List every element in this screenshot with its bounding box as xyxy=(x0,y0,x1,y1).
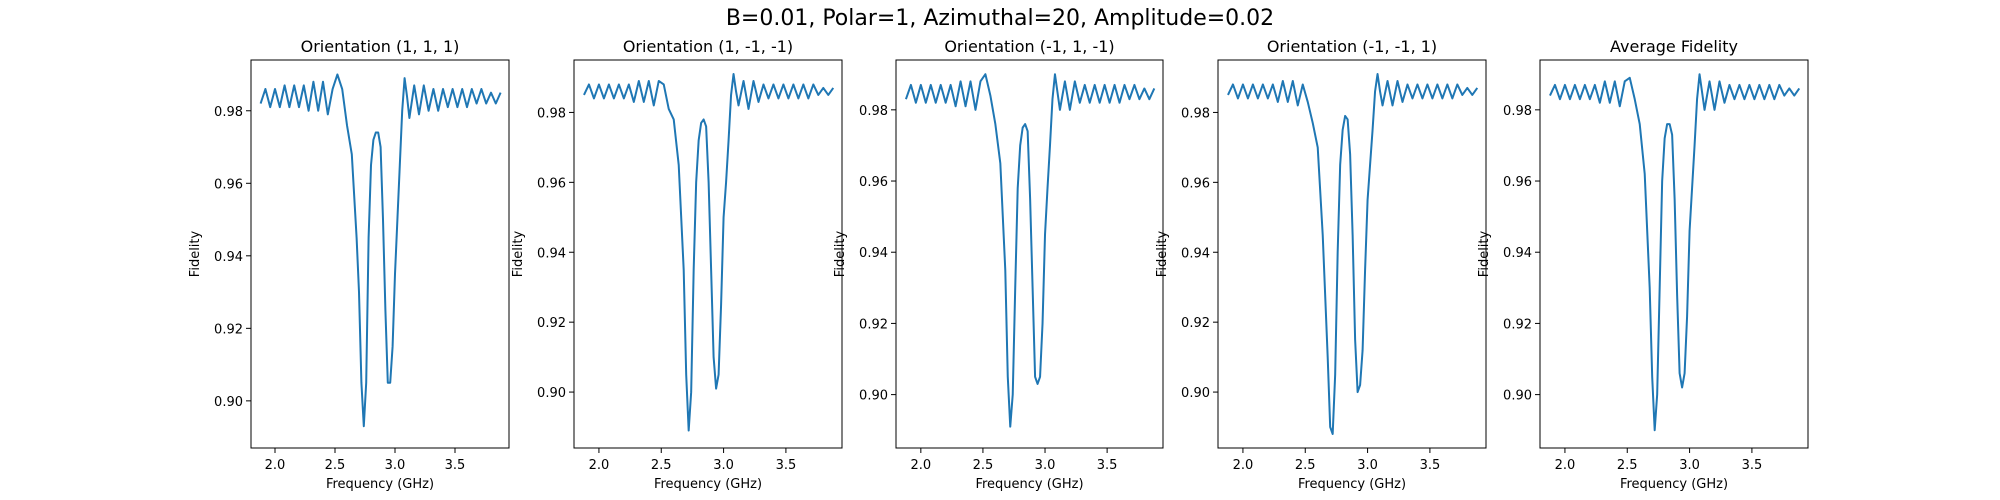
series-line xyxy=(904,73,1156,428)
x-tick-label: 3.0 xyxy=(1035,458,1056,473)
y-tick-label: 0.94 xyxy=(214,250,243,265)
x-axis-label: Frequency (GHz) xyxy=(975,477,1083,492)
axes-frame xyxy=(895,59,1164,449)
y-tick-label: 0.94 xyxy=(1181,246,1210,261)
subplot-title: Orientation (-1, 1, -1) xyxy=(944,37,1114,56)
x-axis-label: Frequency (GHz) xyxy=(654,477,762,492)
y-tick-label: 0.96 xyxy=(214,177,243,192)
subplot-title: Orientation (1, 1, 1) xyxy=(301,37,460,56)
x-tick-label: 2.5 xyxy=(1295,458,1316,473)
x-tick-label: 3.5 xyxy=(1420,458,1441,473)
x-tick-label: 3.5 xyxy=(776,458,797,473)
x-axis-label: Frequency (GHz) xyxy=(1298,477,1406,492)
y-tick-label: 0.96 xyxy=(537,176,566,191)
axes-frame xyxy=(1539,59,1809,449)
y-axis-label: Fidelity xyxy=(188,230,203,277)
y-tick-label: 0.96 xyxy=(1503,175,1532,190)
x-tick-label: 2.0 xyxy=(589,458,610,473)
y-tick-label: 0.96 xyxy=(1181,176,1210,191)
series-line xyxy=(583,72,835,432)
figure-title: B=0.01, Polar=1, Azimuthal=20, Amplitude… xyxy=(725,6,1275,31)
subplot-1: 2.0 2.5 3.0 3.5 0.90 0.92 0.94 0.96 0.98 Orientat… xyxy=(188,37,510,492)
y-tick-label: 0.98 xyxy=(1181,106,1210,121)
y-tick-label: 0.98 xyxy=(859,104,888,119)
y-tick-label: 0.90 xyxy=(859,389,888,404)
x-tick-label: 3.5 xyxy=(445,458,466,473)
y-tick-label: 0.96 xyxy=(859,175,888,190)
subplot-title: Average Fidelity xyxy=(1610,37,1738,56)
y-axis-label: Fidelity xyxy=(1477,230,1492,277)
subplot-3: 2.0 2.5 3.0 3.5 0.90 0.92 0.94 0.96 0.98 Orientat… xyxy=(833,37,1164,492)
y-tick-label: 0.94 xyxy=(859,246,888,261)
subplot-title: Orientation (-1, -1, 1) xyxy=(1267,37,1437,56)
y-tick-label: 0.92 xyxy=(1181,316,1210,331)
x-axis-label: Frequency (GHz) xyxy=(326,477,434,492)
y-axis-label: Fidelity xyxy=(1155,230,1170,277)
x-tick-label: 3.5 xyxy=(1097,458,1118,473)
x-tick-label: 2.0 xyxy=(1233,458,1254,473)
y-tick-label: 0.98 xyxy=(1503,104,1532,119)
x-tick-label: 3.0 xyxy=(1679,458,1700,473)
series-line xyxy=(259,73,502,428)
x-tick-label: 3.5 xyxy=(1742,458,1763,473)
y-tick-label: 0.98 xyxy=(537,106,566,121)
x-axis-label: Frequency (GHz) xyxy=(1620,477,1728,492)
x-tick-label: 2.5 xyxy=(973,458,994,473)
x-tick-label: 2.0 xyxy=(910,458,931,473)
x-tick-label: 2.5 xyxy=(1617,458,1638,473)
y-tick-label: 0.98 xyxy=(214,105,243,120)
y-tick-label: 0.90 xyxy=(537,386,566,401)
y-axis-label: Fidelity xyxy=(833,230,848,277)
y-tick-label: 0.90 xyxy=(1503,389,1532,404)
x-tick-label: 2.0 xyxy=(1555,458,1576,473)
y-tick-label: 0.92 xyxy=(214,322,243,337)
x-tick-label: 3.0 xyxy=(713,458,734,473)
y-tick-label: 0.92 xyxy=(859,317,888,332)
subplot-4: 2.0 2.5 3.0 3.5 0.90 0.92 0.94 0.96 0.98 Orientat… xyxy=(1155,37,1487,492)
series-line xyxy=(1549,73,1801,432)
y-tick-label: 0.94 xyxy=(1503,246,1532,261)
subplot-5: 2.0 2.5 3.0 3.5 0.90 0.92 0.94 0.96 0.98 Average … xyxy=(1477,37,1809,492)
y-tick-label: 0.90 xyxy=(214,395,243,410)
x-tick-label: 3.0 xyxy=(385,458,406,473)
x-tick-label: 2.5 xyxy=(651,458,672,473)
y-axis-label: Fidelity xyxy=(511,230,526,277)
x-tick-label: 3.0 xyxy=(1357,458,1378,473)
series-line xyxy=(1227,72,1479,436)
subplot-title: Orientation (1, -1, -1) xyxy=(623,37,793,56)
axes-frame xyxy=(573,59,843,449)
y-tick-label: 0.94 xyxy=(537,246,566,261)
x-tick-label: 2.0 xyxy=(265,458,286,473)
subplot-2: 2.0 2.5 3.0 3.5 0.90 0.92 0.94 0.96 0.98 Orientat… xyxy=(511,37,843,492)
y-tick-label: 0.90 xyxy=(1181,386,1210,401)
y-tick-label: 0.92 xyxy=(1503,317,1532,332)
y-tick-label: 0.92 xyxy=(537,316,566,331)
axes-frame xyxy=(250,59,510,449)
axes-frame xyxy=(1217,59,1487,449)
x-tick-label: 2.5 xyxy=(325,458,346,473)
